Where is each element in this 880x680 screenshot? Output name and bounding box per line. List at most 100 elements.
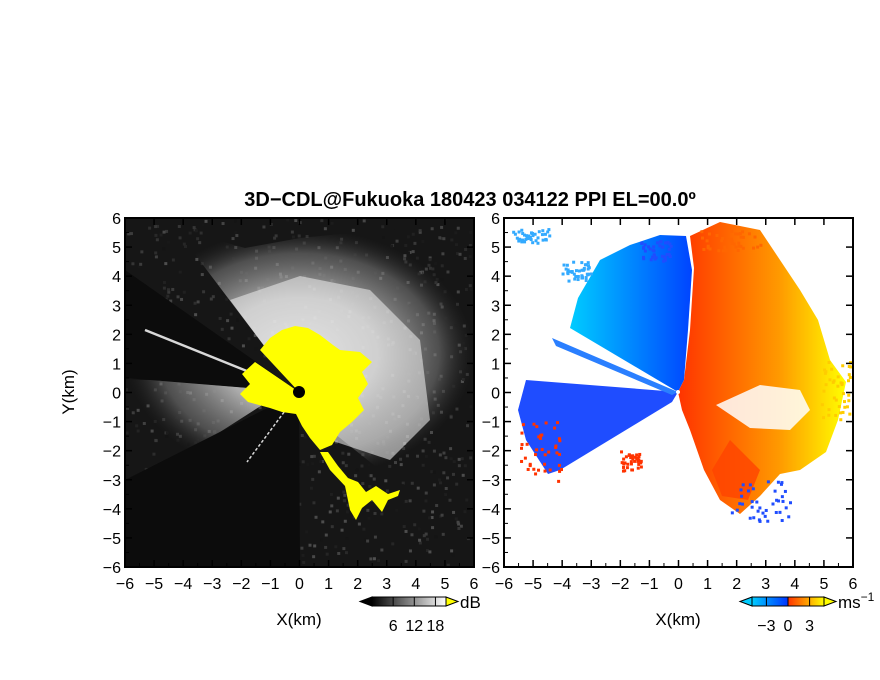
velocity-speckle (849, 365, 853, 369)
velocity-speckle (756, 245, 760, 249)
x-tick-label: −4 (174, 576, 192, 593)
velocity-speckle (828, 378, 832, 382)
noise-pixel (321, 520, 325, 524)
velocity-speckle (784, 506, 788, 510)
velocity-speckle (584, 276, 588, 280)
noise-pixel (344, 551, 348, 555)
velocity-speckle (528, 464, 532, 468)
noise-pixel (343, 499, 347, 503)
noise-pixel (446, 270, 450, 274)
x-tick-label: 4 (790, 576, 799, 593)
velocity-speckle (520, 431, 524, 435)
noise-pixel (408, 549, 412, 553)
noise-pixel (167, 288, 171, 292)
noise-pixel (225, 297, 229, 301)
velocity-speckle (642, 245, 646, 249)
noise-pixel (454, 243, 458, 247)
noise-pixel (402, 525, 406, 529)
velocity-speckle (730, 511, 734, 515)
noise-pixel (209, 297, 213, 301)
velocity-speckle (639, 465, 643, 469)
noise-pixel (154, 251, 158, 255)
velocity-speckle (700, 230, 704, 234)
velocity-speckle (737, 244, 741, 248)
velocity-speckle (771, 502, 775, 506)
noise-pixel (309, 486, 313, 490)
x-tick-label: −1 (261, 576, 279, 593)
noise-pixel (400, 484, 404, 488)
noise-pixel (441, 532, 445, 536)
noise-pixel (453, 548, 457, 552)
velocity-speckle (580, 268, 584, 272)
velocity-speckle (827, 361, 831, 365)
velocity-speckle (724, 249, 728, 253)
velocity-speckle (520, 446, 524, 450)
noise-pixel (162, 286, 166, 290)
velocity-speckle (730, 237, 734, 241)
noise-pixel (310, 455, 314, 459)
noise-pixel (422, 534, 426, 538)
noise-pixel (456, 520, 460, 524)
velocity-speckle (747, 232, 751, 236)
noise-pixel (233, 219, 237, 223)
noise-pixel (156, 224, 160, 228)
noise-pixel (391, 542, 395, 546)
noise-pixel (386, 502, 390, 506)
velocity-speckle (702, 247, 706, 251)
velocity-speckle (787, 515, 791, 519)
velocity-speckle (752, 246, 756, 250)
noise-pixel (328, 510, 332, 514)
velocity-speckle (574, 269, 578, 273)
velocity-speckle (541, 229, 545, 233)
y-tick-label: 3 (491, 298, 500, 315)
noise-pixel (416, 486, 420, 490)
velocity-speckle (559, 468, 563, 472)
noise-pixel (125, 431, 129, 435)
velocity-speckle (748, 483, 752, 487)
y-tick-label: 4 (491, 269, 500, 286)
velocity-speckle (837, 405, 841, 409)
x-tick-label: −1 (640, 576, 658, 593)
velocity-speckle (736, 232, 740, 236)
velocity-speckle (538, 436, 542, 440)
velocity-speckle (586, 261, 590, 265)
velocity-speckle (834, 398, 838, 402)
velocity-speckle (530, 231, 534, 235)
velocity-speckle (737, 241, 741, 245)
velocity-speckle (557, 437, 561, 441)
velocity-high-speed-gap (716, 385, 810, 430)
noise-pixel (201, 223, 205, 227)
noise-pixel (384, 479, 388, 483)
y-tick-label: −5 (103, 531, 121, 548)
noise-pixel (297, 234, 301, 238)
noise-pixel (195, 257, 199, 261)
colorbar-low-arrow (358, 596, 373, 607)
velocity-speckle (636, 459, 640, 463)
x-tick-label: 4 (411, 576, 420, 593)
velocity-speckle (582, 266, 586, 270)
y-tick-label: 5 (491, 240, 500, 257)
velocity-speckle (536, 241, 540, 245)
noise-pixel (319, 460, 323, 464)
noise-pixel (428, 550, 432, 554)
noise-pixel (324, 533, 328, 537)
noise-pixel (367, 463, 371, 467)
velocity-speckle (738, 502, 742, 506)
noise-pixel (211, 295, 215, 299)
reflectivity-saturated-region (240, 326, 372, 450)
noise-pixel (325, 552, 329, 556)
velocity-speckle (572, 260, 576, 264)
noise-pixel (435, 504, 439, 508)
velocity-speckle (625, 466, 629, 470)
noise-pixel (274, 234, 278, 238)
noise-pixel (269, 222, 273, 226)
noise-pixel (428, 258, 432, 262)
velocity-speckle (547, 228, 551, 232)
noise-pixel (200, 273, 204, 277)
velocity-speckle (627, 453, 631, 457)
velocity-speckle (522, 233, 526, 237)
velocity-speckle (540, 233, 544, 237)
noise-pixel (426, 537, 430, 541)
noise-pixel (204, 219, 208, 223)
